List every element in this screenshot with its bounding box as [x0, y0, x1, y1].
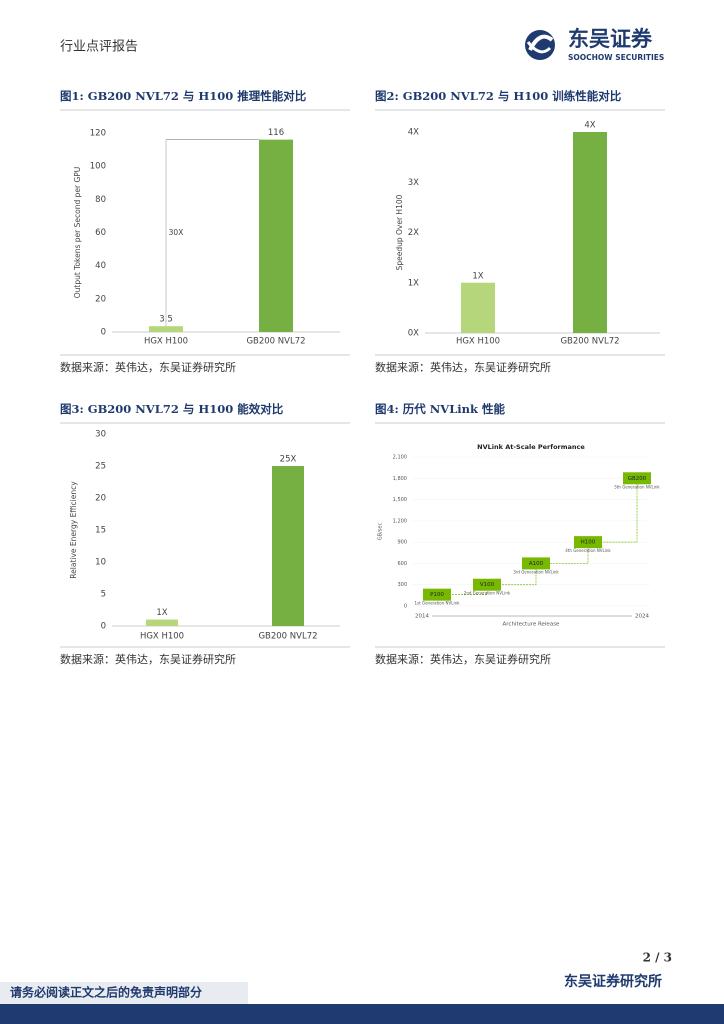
y-tick-label: 300	[397, 582, 407, 588]
y-axis-label: Speedup Over H100	[395, 194, 404, 270]
y-tick-label: 3X	[408, 178, 419, 188]
chart-title: NVLink At-Scale Performance	[477, 443, 585, 451]
y-tick-label: 4X	[408, 128, 419, 138]
note: 2nd Generation NVLink	[464, 591, 511, 596]
logo	[525, 30, 555, 60]
box	[623, 472, 651, 485]
box-label: GB200	[628, 476, 647, 482]
y-tick-label: 2X	[408, 228, 419, 238]
bar	[149, 326, 183, 332]
logo-cn: 东吴证券	[568, 27, 653, 51]
bar	[146, 619, 178, 626]
x-tick-label: GB200 NVL72	[258, 632, 317, 642]
note: 3rd Generation NVLink	[513, 569, 559, 574]
logo-en: SOOCHOW SECURITIES	[568, 53, 664, 62]
y-tick-label: 0	[101, 622, 106, 632]
x-tick-label: HGX H100	[144, 337, 188, 347]
y-tick-label: 600	[397, 561, 407, 567]
box	[522, 557, 550, 570]
box	[574, 536, 602, 549]
x-tick-label: HGX H100	[456, 337, 500, 347]
value-label: 116	[268, 128, 284, 138]
y-tick-label: 1,200	[393, 518, 407, 524]
y-tick-label: 25	[95, 462, 106, 472]
disclaimer-box	[0, 982, 248, 1004]
y-tick-label: 900	[397, 540, 407, 546]
note: 1st Generation NVLink	[415, 601, 461, 606]
bar	[573, 132, 607, 333]
bar	[259, 139, 293, 332]
x-end-label: 2024	[635, 614, 649, 620]
y-tick-label: 15	[95, 526, 106, 536]
y-axis-label: Relative Energy Efficiency	[69, 481, 78, 579]
x-tick-label: GB200 NVL72	[560, 337, 619, 347]
y-tick-label: 30	[95, 430, 106, 440]
box-label: V100	[480, 582, 495, 588]
y-tick-label: 10	[95, 558, 106, 568]
figure-title: 图4: 历代 NVLink 性能	[375, 402, 505, 416]
figure-title: 图3: GB200 NVL72 与 H100 能效对比	[60, 402, 284, 416]
figure-source: 数据来源：英伟达，东吴证券研究所	[375, 652, 551, 666]
note: 4th Generation NVLink	[565, 548, 611, 553]
value-label: 1X	[156, 608, 167, 618]
value-label: 25X	[280, 455, 297, 465]
figure-source: 数据来源：英伟达，东吴证券研究所	[60, 360, 236, 374]
y-axis-label: GB/sec	[378, 523, 384, 541]
box-label: H100	[581, 540, 596, 546]
footer-band	[0, 1004, 724, 1024]
y-tick-label: 2,100	[393, 455, 407, 461]
y-tick-label: 0	[404, 604, 407, 610]
figure-source: 数据来源：英伟达，东吴证券研究所	[375, 360, 551, 374]
box-label: A100	[529, 561, 544, 567]
y-tick-label: 60	[95, 228, 106, 238]
box	[473, 578, 501, 591]
annotation: 30X	[169, 228, 184, 237]
y-tick-label: 20	[95, 494, 106, 504]
y-axis-label: Output Tokens per Second per GPU	[73, 167, 82, 299]
report-type: 行业点评报告	[60, 40, 138, 55]
y-tick-label: 1,500	[393, 497, 407, 503]
y-tick-label: 120	[90, 129, 106, 139]
value-label: 1X	[472, 271, 483, 281]
figure-title: 图2: GB200 NVL72 与 H100 训练性能对比	[375, 89, 622, 103]
box-label: P100	[430, 592, 444, 598]
step-line	[437, 478, 638, 595]
y-tick-label: 5	[101, 590, 106, 600]
note: 5th Generation NVLink	[614, 484, 660, 489]
bar	[272, 466, 304, 626]
y-tick-label: 20	[95, 294, 106, 304]
disclaimer: 请务必阅读正文之后的免责声明部分	[10, 985, 202, 1000]
y-tick-label: 1X	[408, 278, 419, 288]
box	[423, 588, 451, 601]
y-tick-label: 40	[95, 261, 106, 271]
page-number: 2 / 3	[643, 951, 672, 965]
y-tick-label: 1,800	[393, 476, 407, 482]
value-label: 4X	[584, 121, 595, 131]
x-axis-label: Architecture Release	[503, 622, 561, 628]
x-tick-label: GB200 NVL72	[246, 337, 305, 347]
figure-title: 图1: GB200 NVL72 与 H100 推理性能对比	[60, 89, 307, 103]
x-tick-label: HGX H100	[140, 632, 184, 642]
figure-source: 数据来源：英伟达，东吴证券研究所	[60, 652, 236, 666]
y-tick-label: 80	[95, 195, 106, 205]
institute: 东吴证券研究所	[564, 973, 662, 990]
bar	[461, 282, 495, 333]
x-end-label: 2014	[415, 614, 429, 620]
y-tick-label: 100	[90, 162, 106, 172]
y-tick-label: 0X	[408, 329, 419, 339]
y-tick-label: 0	[101, 328, 106, 338]
